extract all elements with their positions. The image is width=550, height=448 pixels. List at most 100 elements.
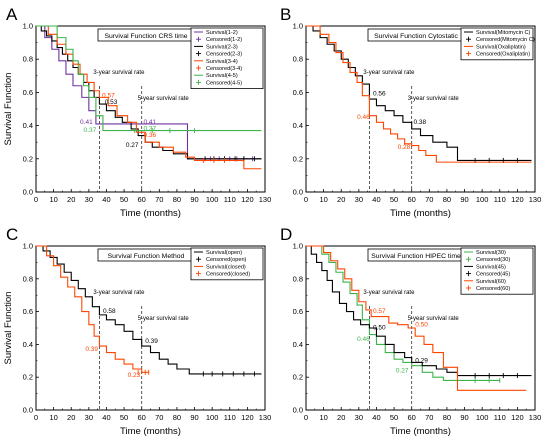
x-axis-label: Time (months) (120, 426, 181, 437)
x-tick-label: 100 (476, 413, 489, 422)
y-tick-label: 0.8 (23, 55, 33, 64)
x-tick-label: 80 (173, 413, 181, 422)
x-tick-label: 130 (259, 195, 272, 204)
value-annotation: 0.37 (84, 127, 97, 134)
legend-entry: Survival(1-2) (206, 30, 238, 36)
legend-entry: Survival(closed) (206, 264, 246, 270)
x-tick-label: 110 (494, 195, 506, 204)
y-tick-label: 0.2 (23, 154, 33, 163)
y-tick-label: 0.8 (23, 274, 33, 283)
value-annotation: 0.58 (103, 308, 116, 315)
legend-entry: Survival(3-4) (206, 59, 238, 65)
x-tick-label: 70 (425, 195, 433, 204)
legend-box (460, 27, 534, 61)
x-tick-label: 60 (138, 195, 146, 204)
x-tick-label: 50 (120, 413, 128, 422)
x-tick-label: 0 (34, 195, 38, 204)
value-annotation: 0.57 (102, 92, 115, 99)
legend-entry: Censored(2-3) (206, 52, 242, 58)
value-annotation: 0.39 (85, 346, 98, 353)
legend-entry: Survival(2-3) (206, 44, 238, 50)
x-tick-label: 40 (372, 195, 380, 204)
x-tick-label: 60 (408, 413, 416, 422)
legend-entry: Censored(open) (206, 257, 247, 263)
series-line-2 (306, 245, 532, 377)
legend-entry: Survival(60) (476, 279, 506, 285)
value-annotation: 0.38 (413, 119, 426, 126)
legend: Survival(1-2)Censored(1-2)Survival(2-3) C… (190, 27, 264, 89)
value-annotation: 0.50 (373, 325, 386, 332)
survival-rate-label: 3-year survival rate (93, 70, 145, 76)
legend-entry: Censored(Mitomycin C) (476, 37, 535, 43)
series-line-3 (36, 25, 262, 170)
value-annotation: 0.29 (415, 357, 428, 364)
panel-c: C 0 10 20 30 40 50 60 70 80 90 100 110 120 130 0.0 0.2 0.… (3, 225, 271, 437)
survival-rate-label: 3-year survival rate (408, 96, 460, 102)
legend-entry: Censored(4-5) (206, 80, 242, 86)
y-axis-label: Survival Function (3, 73, 14, 146)
x-tick-label: 0 (304, 195, 308, 204)
series-line-4 (36, 25, 262, 132)
legend: Survival(open)Censored(open)Survival(clo… (190, 247, 264, 281)
y-tick-label: 0.0 (23, 188, 33, 197)
x-tick-label: 10 (319, 195, 327, 204)
value-annotation: 0.50 (415, 321, 428, 328)
panel-letter: D (280, 225, 292, 244)
chart-title: Survival Function CRS time (104, 33, 187, 40)
y-tick-label: 0.0 (293, 406, 303, 415)
x-tick-label: 70 (425, 413, 433, 422)
y-tick-label: 0.2 (23, 373, 33, 382)
x-tick-label: 40 (372, 413, 380, 422)
value-annotation: 0.41 (143, 119, 156, 126)
legend-entry: Censored(1-2) (206, 37, 242, 43)
x-tick-label: 30 (85, 413, 93, 422)
y-tick-label: 1.0 (293, 242, 303, 251)
x-tick-label: 50 (390, 195, 398, 204)
value-annotation: 0.57 (373, 308, 386, 315)
y-tick-label: 0.0 (23, 406, 33, 415)
survival-rate-label: 3-year survival rate (363, 290, 415, 296)
x-axis-label: Time (months) (390, 208, 451, 219)
x-tick-label: 80 (443, 195, 451, 204)
legend-box (190, 247, 264, 281)
y-tick-label: 1.0 (23, 22, 33, 31)
value-annotation: 0.28 (398, 144, 411, 151)
legend: Survival(30)Censored(30)Survival(45) Cens… (460, 247, 534, 295)
y-tick-label: 0.8 (293, 274, 303, 283)
panel-b: B 0 10 20 30 40 50 60 70 80 90 100 110 120 130 0.0 0.2 0.… (280, 5, 541, 219)
legend-entry: Censored(Oxaliplatin) (476, 52, 530, 58)
x-tick-label: 60 (138, 413, 146, 422)
legend-entry: Censored(3-4) (206, 66, 242, 72)
x-tick-label: 90 (190, 413, 198, 422)
value-annotation: 0.23 (128, 372, 141, 379)
survival-rate-label: 5-year survival rate (408, 316, 460, 322)
chart-title: Survival Function HIPEC time (371, 253, 461, 260)
legend-entry: Censored(30) (476, 257, 510, 263)
chart-title: Survival Function Method (108, 253, 185, 260)
y-tick-label: 0.0 (293, 188, 303, 197)
value-annotation: 0.27 (396, 367, 409, 374)
value-annotation: 0.41 (80, 119, 93, 126)
series-line-1 (36, 245, 262, 375)
x-tick-label: 10 (49, 195, 57, 204)
x-tick-label: 30 (85, 195, 93, 204)
x-tick-label: 120 (511, 413, 524, 422)
series-line-1 (306, 25, 532, 162)
legend-entry: Survival(Oxaliplatin) (476, 44, 526, 50)
survival-rate-label: 5-year survival rate (138, 316, 190, 322)
x-tick-label: 70 (155, 413, 163, 422)
legend-entry: Survival(Mitomycin C) (476, 30, 531, 36)
x-tick-label: 70 (155, 195, 163, 204)
x-tick-label: 120 (241, 195, 254, 204)
x-tick-label: 120 (511, 195, 524, 204)
x-tick-label: 50 (390, 413, 398, 422)
x-tick-label: 10 (319, 413, 327, 422)
y-tick-label: 1.0 (293, 22, 303, 31)
x-tick-label: 90 (460, 413, 468, 422)
panel-a: A 0 10 20 30 40 50 60 70 80 90 100 110 120 130 0.0 0.2 0.… (3, 5, 271, 219)
x-tick-label: 80 (443, 413, 451, 422)
x-axis-label: Time (months) (120, 208, 181, 219)
chart-title: Survival Function Cytostatic (374, 33, 458, 40)
y-tick-label: 0.4 (293, 121, 303, 130)
x-tick-label: 10 (49, 413, 57, 422)
